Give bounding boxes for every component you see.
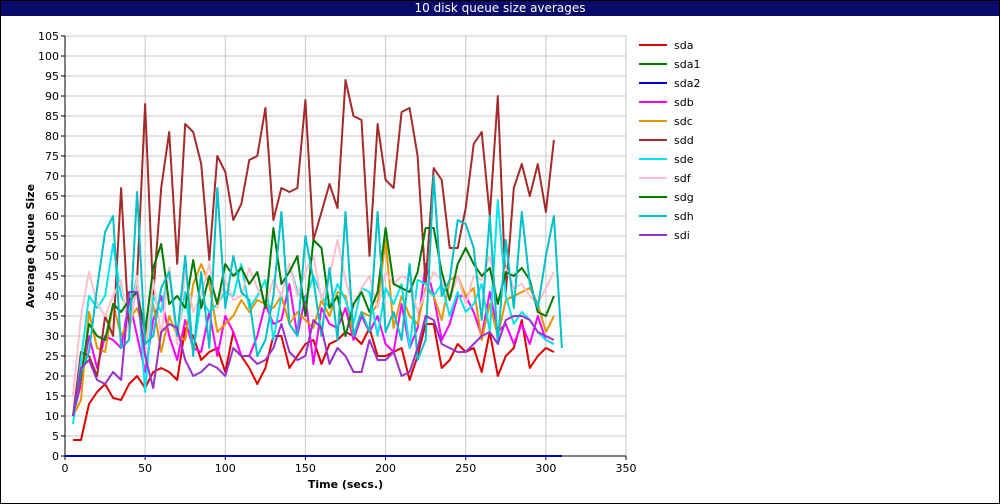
y-tick-label: 60: [45, 210, 59, 223]
x-tick-label: 250: [455, 462, 476, 475]
y-tick-label: 85: [45, 110, 59, 123]
legend-label-sdd: sdd: [674, 134, 694, 147]
y-tick-label: 50: [45, 250, 59, 263]
legend-label-sdg: sdg: [674, 191, 694, 204]
series-line-sda: [73, 319, 555, 441]
legend-label-sdb: sdb: [674, 96, 694, 109]
y-tick-label: 15: [45, 390, 59, 403]
y-tick-label: 95: [45, 70, 59, 83]
x-tick-label: 150: [295, 462, 316, 475]
series-line-sdg: [72, 227, 555, 417]
x-tick-label: 200: [375, 462, 396, 475]
y-tick-label: 35: [45, 310, 59, 323]
y-tick-label: 75: [45, 150, 59, 163]
x-tick-label: 300: [535, 462, 556, 475]
y-tick-label: 10: [45, 410, 59, 423]
y-tick-label: 100: [38, 50, 59, 63]
legend-label-sda2: sda2: [674, 77, 700, 90]
line-chart: 0 5 10 15 20 25 30 35 40 45 50 55 60 65 70 75 80 85 90 95 10…: [24, 30, 700, 491]
y-axis-label: Average Queue Size: [24, 184, 37, 308]
legend: sda sda1 sda2 sdb sdc sdd sde sdf sdg sdh sdi: [639, 39, 700, 242]
x-tick-label: 0: [62, 462, 69, 475]
y-tick-label: 90: [45, 90, 59, 103]
legend-label-sdf: sdf: [674, 172, 692, 185]
y-tick-label: 65: [45, 190, 59, 203]
y-tick-label: 45: [45, 270, 59, 283]
series-line-sdf: [72, 239, 555, 397]
x-tick-label: 100: [215, 462, 236, 475]
y-tick-label: 105: [38, 30, 59, 43]
x-tick-label: 50: [138, 462, 152, 475]
series-group: [65, 79, 563, 457]
y-tick-label: 55: [45, 230, 59, 243]
x-axis-label: Time (secs.): [308, 478, 383, 491]
series-line-sdh: [72, 175, 563, 417]
y-tick-label: 20: [45, 370, 59, 383]
x-tick-label: 350: [616, 462, 637, 475]
grid: [65, 35, 627, 456]
window-title: 10 disk queue size averages: [1, 1, 999, 16]
legend-label-sda1: sda1: [674, 58, 700, 71]
legend-label-sdc: sdc: [674, 115, 693, 128]
legend-label-sda: sda: [674, 39, 693, 52]
legend-label-sdh: sdh: [674, 210, 694, 223]
y-tick-label: 5: [52, 430, 59, 443]
y-tick-label: 25: [45, 350, 59, 363]
series-line-sdi: [72, 291, 555, 417]
legend-label-sdi: sdi: [674, 229, 690, 242]
legend-label-sde: sde: [674, 153, 694, 166]
y-tick-label: 0: [52, 450, 59, 463]
y-tick-label: 40: [45, 290, 59, 303]
y-tick-label: 30: [45, 330, 59, 343]
series-line-sdb: [72, 263, 555, 417]
y-tick-label: 70: [45, 170, 59, 183]
y-tick-label: 80: [45, 130, 59, 143]
axes: 0 5 10 15 20 25 30 35 40 45 50 55 60 65 70 75 80 85 90 95 10…: [24, 30, 637, 491]
